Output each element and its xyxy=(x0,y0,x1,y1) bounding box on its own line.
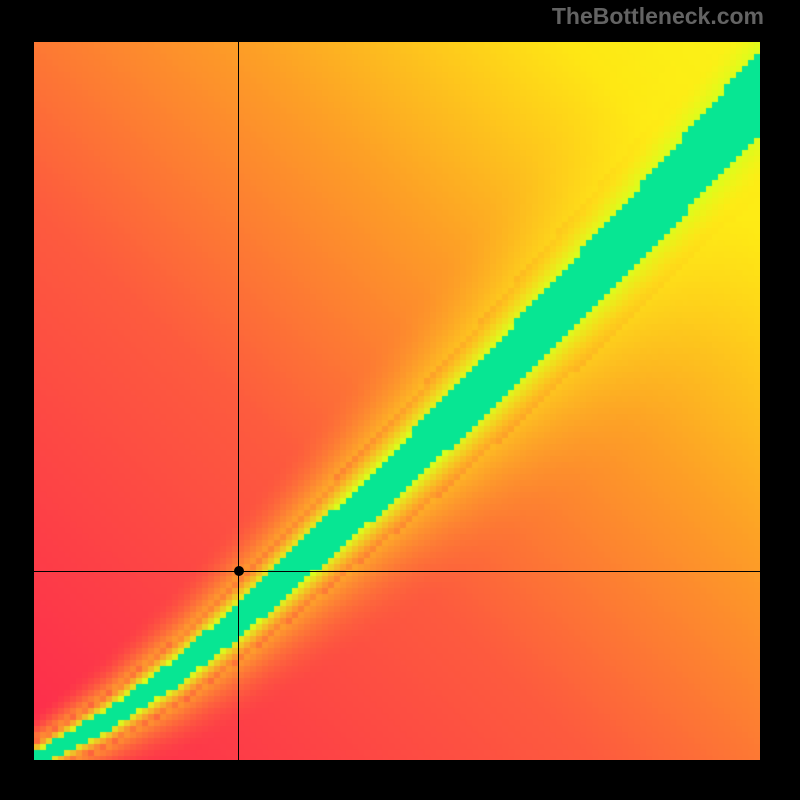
heatmap-canvas xyxy=(34,42,760,760)
crosshair-vertical xyxy=(238,42,239,760)
heatmap-plot xyxy=(34,42,760,760)
watermark-text: TheBottleneck.com xyxy=(552,3,764,30)
crosshair-horizontal xyxy=(34,571,760,572)
crosshair-marker xyxy=(234,566,244,576)
